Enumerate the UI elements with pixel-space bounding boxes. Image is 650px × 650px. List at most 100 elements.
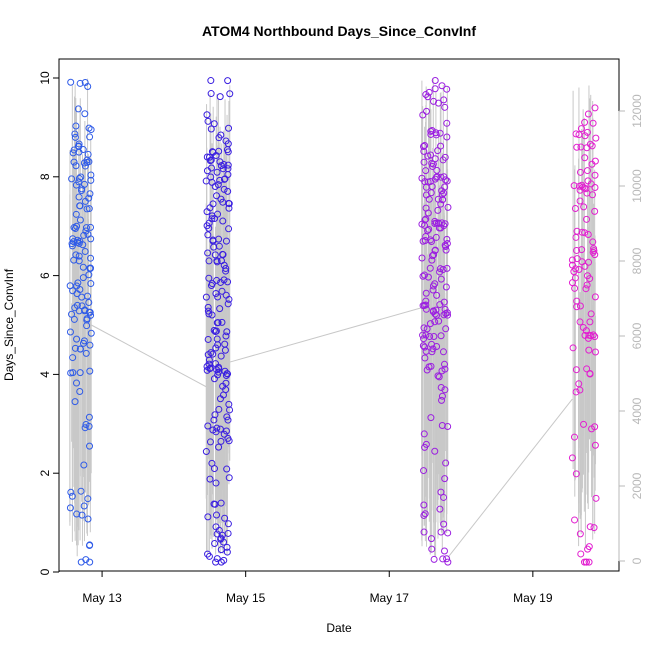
data-point xyxy=(438,190,446,198)
data-point xyxy=(430,97,438,105)
data-point xyxy=(578,258,586,266)
data-point xyxy=(216,305,224,313)
data-point xyxy=(588,142,596,150)
data-point xyxy=(203,111,211,119)
data-point xyxy=(80,502,88,510)
data-point xyxy=(224,161,232,169)
chart-title: ATOM4 Northbound Days_Since_ConvInf xyxy=(202,23,476,39)
data-point xyxy=(440,520,448,528)
data-point xyxy=(203,153,211,161)
data-point xyxy=(571,284,579,292)
data-point xyxy=(440,360,448,368)
data-point xyxy=(81,197,89,205)
data-point xyxy=(581,118,589,126)
data-point xyxy=(571,516,579,524)
data-point xyxy=(435,317,443,325)
data-point xyxy=(207,90,215,98)
data-point xyxy=(79,241,87,249)
data-point xyxy=(437,488,445,496)
data-point xyxy=(591,184,599,192)
data-point xyxy=(207,164,215,172)
data-point xyxy=(577,550,585,558)
data-point xyxy=(70,256,78,264)
data-point xyxy=(87,280,95,288)
data-point xyxy=(588,160,596,168)
data-point xyxy=(87,311,95,319)
data-point xyxy=(204,117,212,125)
data-point xyxy=(572,366,580,374)
data-point xyxy=(222,332,230,340)
data-point xyxy=(431,247,439,255)
data-point xyxy=(572,130,580,138)
data-point xyxy=(75,252,83,260)
data-point xyxy=(424,152,432,160)
data-point xyxy=(430,333,438,341)
data-point xyxy=(433,342,441,350)
data-point xyxy=(431,175,439,183)
data-point xyxy=(586,523,594,531)
data-point xyxy=(421,237,429,245)
data-point xyxy=(590,524,598,532)
data-point xyxy=(219,165,227,173)
data-point xyxy=(436,505,444,513)
data-point xyxy=(434,195,442,203)
x-tick-label: May 15 xyxy=(226,591,266,605)
data-point xyxy=(419,331,427,339)
data-point xyxy=(422,289,430,297)
data-point xyxy=(423,325,431,333)
data-point xyxy=(421,221,429,229)
data-point xyxy=(73,335,81,343)
data-point xyxy=(71,398,79,406)
data-point xyxy=(220,185,228,193)
data-point xyxy=(583,281,591,289)
data-point xyxy=(590,247,598,255)
data-point xyxy=(442,283,450,291)
data-point xyxy=(571,204,579,212)
data-point xyxy=(69,354,77,362)
data-point xyxy=(211,182,219,190)
data-point xyxy=(215,134,223,142)
data-point xyxy=(223,328,231,336)
data-point xyxy=(75,239,83,247)
y-tick-label: 2 xyxy=(38,470,52,477)
data-point xyxy=(204,231,212,239)
data-point xyxy=(589,238,597,246)
data-point xyxy=(74,236,82,244)
data-point xyxy=(76,345,84,353)
data-point xyxy=(436,129,444,137)
data-point xyxy=(210,416,218,424)
data-point xyxy=(85,271,93,279)
data-point xyxy=(216,93,224,101)
data-point xyxy=(66,504,74,512)
data-point xyxy=(420,324,428,332)
data-point xyxy=(435,373,443,381)
data-point xyxy=(426,320,434,328)
data-point xyxy=(429,286,437,294)
data-point xyxy=(421,343,429,351)
data-point xyxy=(79,274,87,282)
data-point xyxy=(432,173,440,181)
data-point xyxy=(71,344,79,352)
data-point xyxy=(222,137,230,145)
data-point xyxy=(207,282,215,290)
data-point xyxy=(223,413,231,421)
data-point xyxy=(438,422,446,430)
data-point xyxy=(421,354,429,362)
data-point xyxy=(440,547,448,555)
data-point xyxy=(573,246,581,254)
data-point xyxy=(592,134,600,142)
data-point xyxy=(68,175,76,183)
data-point xyxy=(209,350,217,358)
data-point xyxy=(85,124,93,132)
data-point xyxy=(431,318,439,326)
data-point xyxy=(437,275,445,283)
data-point xyxy=(573,255,581,263)
data-point xyxy=(80,231,88,239)
data-point xyxy=(72,162,80,170)
data-point xyxy=(77,558,85,566)
data-point xyxy=(224,520,232,528)
data-point xyxy=(202,293,210,301)
data-point xyxy=(213,511,221,519)
data-point xyxy=(584,110,592,118)
